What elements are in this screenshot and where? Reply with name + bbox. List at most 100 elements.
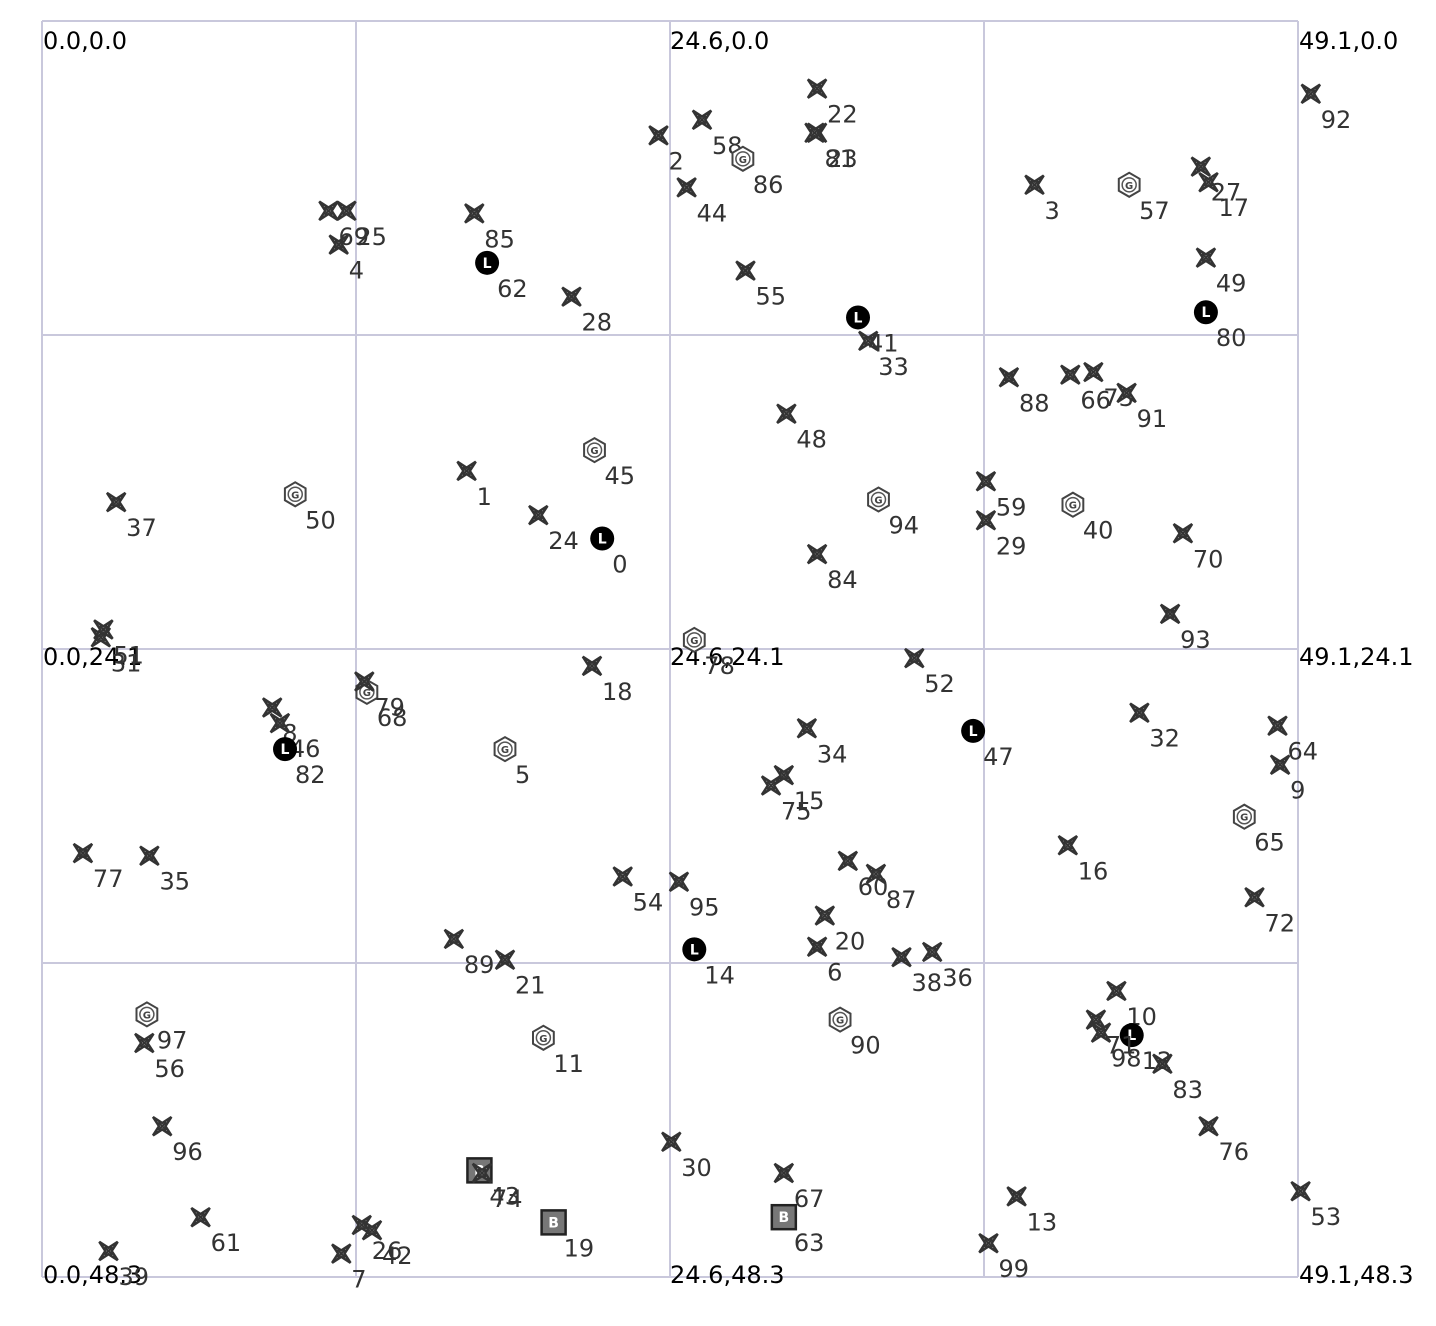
map-node[interactable]: 1 bbox=[456, 460, 492, 511]
map-node[interactable]: 55 bbox=[735, 260, 786, 311]
map-node[interactable]: 9 bbox=[1269, 754, 1305, 805]
map-node[interactable]: 3 bbox=[1024, 174, 1060, 225]
map-node[interactable]: 4 bbox=[328, 234, 365, 285]
map-node[interactable]: 81 bbox=[804, 122, 855, 173]
map-node[interactable]: 54 bbox=[612, 866, 664, 917]
map-node[interactable]: G 65 bbox=[1232, 803, 1285, 857]
map-node[interactable]: 58 bbox=[691, 109, 743, 160]
map-node[interactable]: 27 bbox=[1190, 156, 1242, 207]
map-node[interactable]: 61 bbox=[190, 1206, 241, 1257]
map-node[interactable]: 89 bbox=[443, 928, 495, 979]
map-node[interactable]: 52 bbox=[904, 647, 955, 698]
node-id-label: 24 bbox=[548, 527, 579, 555]
map-node[interactable]: 22 bbox=[806, 78, 858, 129]
map-node[interactable]: 24 bbox=[528, 504, 579, 555]
map-node[interactable]: 16 bbox=[1057, 835, 1109, 885]
map-node[interactable]: 21 bbox=[494, 949, 546, 1000]
map-node[interactable]: G 86 bbox=[731, 145, 784, 199]
map-node[interactable]: 85 bbox=[464, 203, 515, 253]
map-node[interactable]: 34 bbox=[796, 718, 848, 768]
node-star-icon bbox=[464, 203, 485, 224]
map-node[interactable]: 60 bbox=[837, 850, 889, 901]
map-node[interactable]: 13 bbox=[1006, 1186, 1057, 1236]
map-node[interactable]: G 11 bbox=[532, 1024, 584, 1078]
map-node[interactable]: 30 bbox=[661, 1131, 712, 1182]
map-node[interactable]: 46 bbox=[269, 712, 321, 763]
map-node[interactable]: 7 bbox=[331, 1243, 367, 1294]
map-node[interactable]: 51 bbox=[93, 619, 144, 669]
map-node[interactable]: 20 bbox=[814, 905, 866, 956]
map-node[interactable]: 75 bbox=[760, 775, 812, 826]
map-node[interactable]: 53 bbox=[1290, 1180, 1341, 1231]
map-node[interactable]: 88 bbox=[998, 367, 1050, 417]
map-node[interactable]: B 19 bbox=[540, 1209, 595, 1262]
map-node[interactable]: 74 bbox=[471, 1162, 523, 1213]
map-node[interactable]: 76 bbox=[1198, 1115, 1249, 1166]
map-node[interactable]: 56 bbox=[134, 1032, 185, 1083]
map-node[interactable]: 48 bbox=[776, 403, 827, 454]
map-node[interactable]: 35 bbox=[139, 845, 190, 896]
map-node[interactable]: 49 bbox=[1195, 247, 1247, 298]
map-node[interactable]: 29 bbox=[975, 510, 1027, 560]
map-node[interactable]: L 80 bbox=[1193, 300, 1247, 352]
map-node[interactable]: 99 bbox=[978, 1232, 1029, 1283]
map-node[interactable]: 36 bbox=[921, 941, 973, 992]
map-node[interactable]: 70 bbox=[1172, 523, 1224, 573]
node-star-icon bbox=[1024, 174, 1045, 196]
map-node[interactable]: 64 bbox=[1267, 715, 1318, 766]
map-node[interactable]: 96 bbox=[151, 1115, 203, 1166]
map-node[interactable]: G 94 bbox=[867, 486, 919, 540]
map-node[interactable]: L0 bbox=[590, 526, 627, 578]
map-node[interactable]: G 50 bbox=[283, 481, 336, 534]
map-node[interactable]: G 57 bbox=[1117, 171, 1170, 225]
map-node[interactable]: 66 bbox=[1060, 364, 1111, 415]
map-node[interactable]: G 45 bbox=[583, 436, 635, 490]
map-node[interactable]: 69 bbox=[318, 200, 370, 251]
node-id-label: 36 bbox=[942, 964, 973, 992]
map-node[interactable]: 84 bbox=[806, 543, 858, 594]
map-node[interactable]: 77 bbox=[72, 842, 124, 893]
map-node[interactable]: B 63 bbox=[770, 1203, 825, 1257]
node-id-label: 1 bbox=[477, 483, 492, 511]
map-node[interactable]: L 47 bbox=[961, 718, 1014, 771]
node-star-icon bbox=[1267, 715, 1288, 736]
map-node[interactable]: 91 bbox=[1116, 382, 1167, 433]
map-node[interactable]: 17 bbox=[1198, 171, 1249, 222]
map-node[interactable]: 32 bbox=[1129, 702, 1180, 753]
map-node[interactable]: 2 bbox=[648, 125, 684, 175]
map-node[interactable]: 33 bbox=[858, 330, 909, 381]
map-node[interactable]: 59 bbox=[975, 471, 1027, 521]
map-node[interactable]: 93 bbox=[1159, 603, 1211, 654]
map-node[interactable]: 25 bbox=[336, 200, 387, 251]
node-id-label: 69 bbox=[339, 223, 370, 251]
map-node[interactable]: G 78 bbox=[682, 626, 735, 680]
map-node[interactable]: 38 bbox=[891, 946, 942, 997]
map-node[interactable]: 83 bbox=[1152, 1053, 1203, 1104]
map-node[interactable]: L 41 bbox=[846, 305, 899, 357]
map-node[interactable]: 6 bbox=[806, 936, 842, 987]
map-node[interactable]: 28 bbox=[561, 286, 612, 337]
map-node[interactable]: L 62 bbox=[475, 250, 528, 303]
map-node[interactable]: G 90 bbox=[828, 1006, 881, 1060]
map-node[interactable]: 71 bbox=[1085, 1009, 1137, 1060]
map-node[interactable]: 18 bbox=[581, 655, 633, 706]
map-node[interactable]: 42 bbox=[361, 1219, 413, 1270]
map-node[interactable]: 37 bbox=[105, 491, 157, 542]
map-node[interactable]: G 68 bbox=[355, 678, 408, 732]
map-node[interactable]: 87 bbox=[865, 863, 917, 914]
map-node[interactable]: 92 bbox=[1300, 83, 1352, 134]
map-node[interactable]: 67 bbox=[773, 1162, 825, 1213]
map-node[interactable]: 98 bbox=[1090, 1022, 1142, 1073]
map-node[interactable]: 44 bbox=[676, 177, 727, 227]
map-node[interactable]: 95 bbox=[668, 871, 720, 922]
map-node[interactable]: G 97 bbox=[135, 1001, 188, 1054]
map-node[interactable]: 39 bbox=[98, 1240, 149, 1291]
node-id-label: 94 bbox=[888, 511, 919, 539]
map-node[interactable]: G5 bbox=[493, 735, 531, 789]
map-node[interactable]: L 14 bbox=[682, 937, 735, 989]
map-node[interactable]: 72 bbox=[1244, 887, 1295, 937]
map-node[interactable]: 79 bbox=[354, 671, 405, 722]
corner-label-top-mid: 24.6,0.0 bbox=[670, 27, 769, 55]
map-node[interactable]: G 40 bbox=[1061, 491, 1114, 545]
map-node[interactable]: L 82 bbox=[273, 737, 326, 789]
